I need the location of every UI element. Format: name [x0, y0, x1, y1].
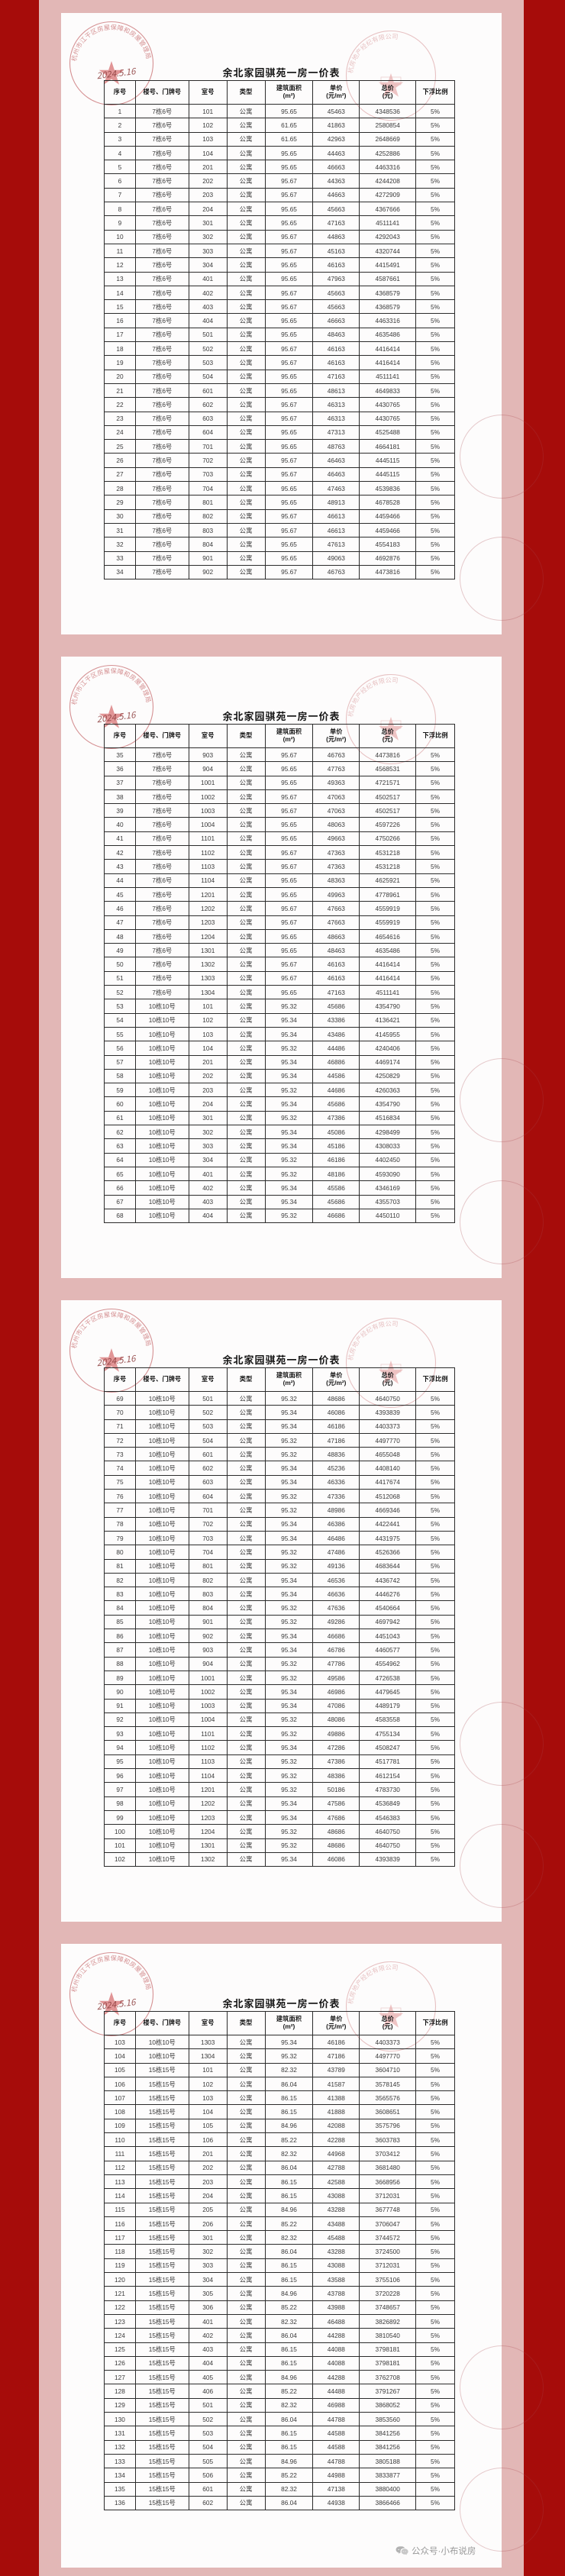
svg-text:杭州市江干区房屋保障和房屋管理局: 杭州市江干区房屋保障和房屋管理局: [69, 1309, 153, 1349]
svg-text:杭州市江干区房屋保障和房屋管理局: 杭州市江干区房屋保障和房屋管理局: [69, 22, 153, 62]
svg-text:杭州市江干区房屋保障和房屋管理局: 杭州市江干区房屋保障和房屋管理局: [69, 1953, 153, 1993]
svg-text:杭州市江干区房屋保障和房屋管理局: 杭州市江干区房屋保障和房屋管理局: [69, 666, 153, 705]
